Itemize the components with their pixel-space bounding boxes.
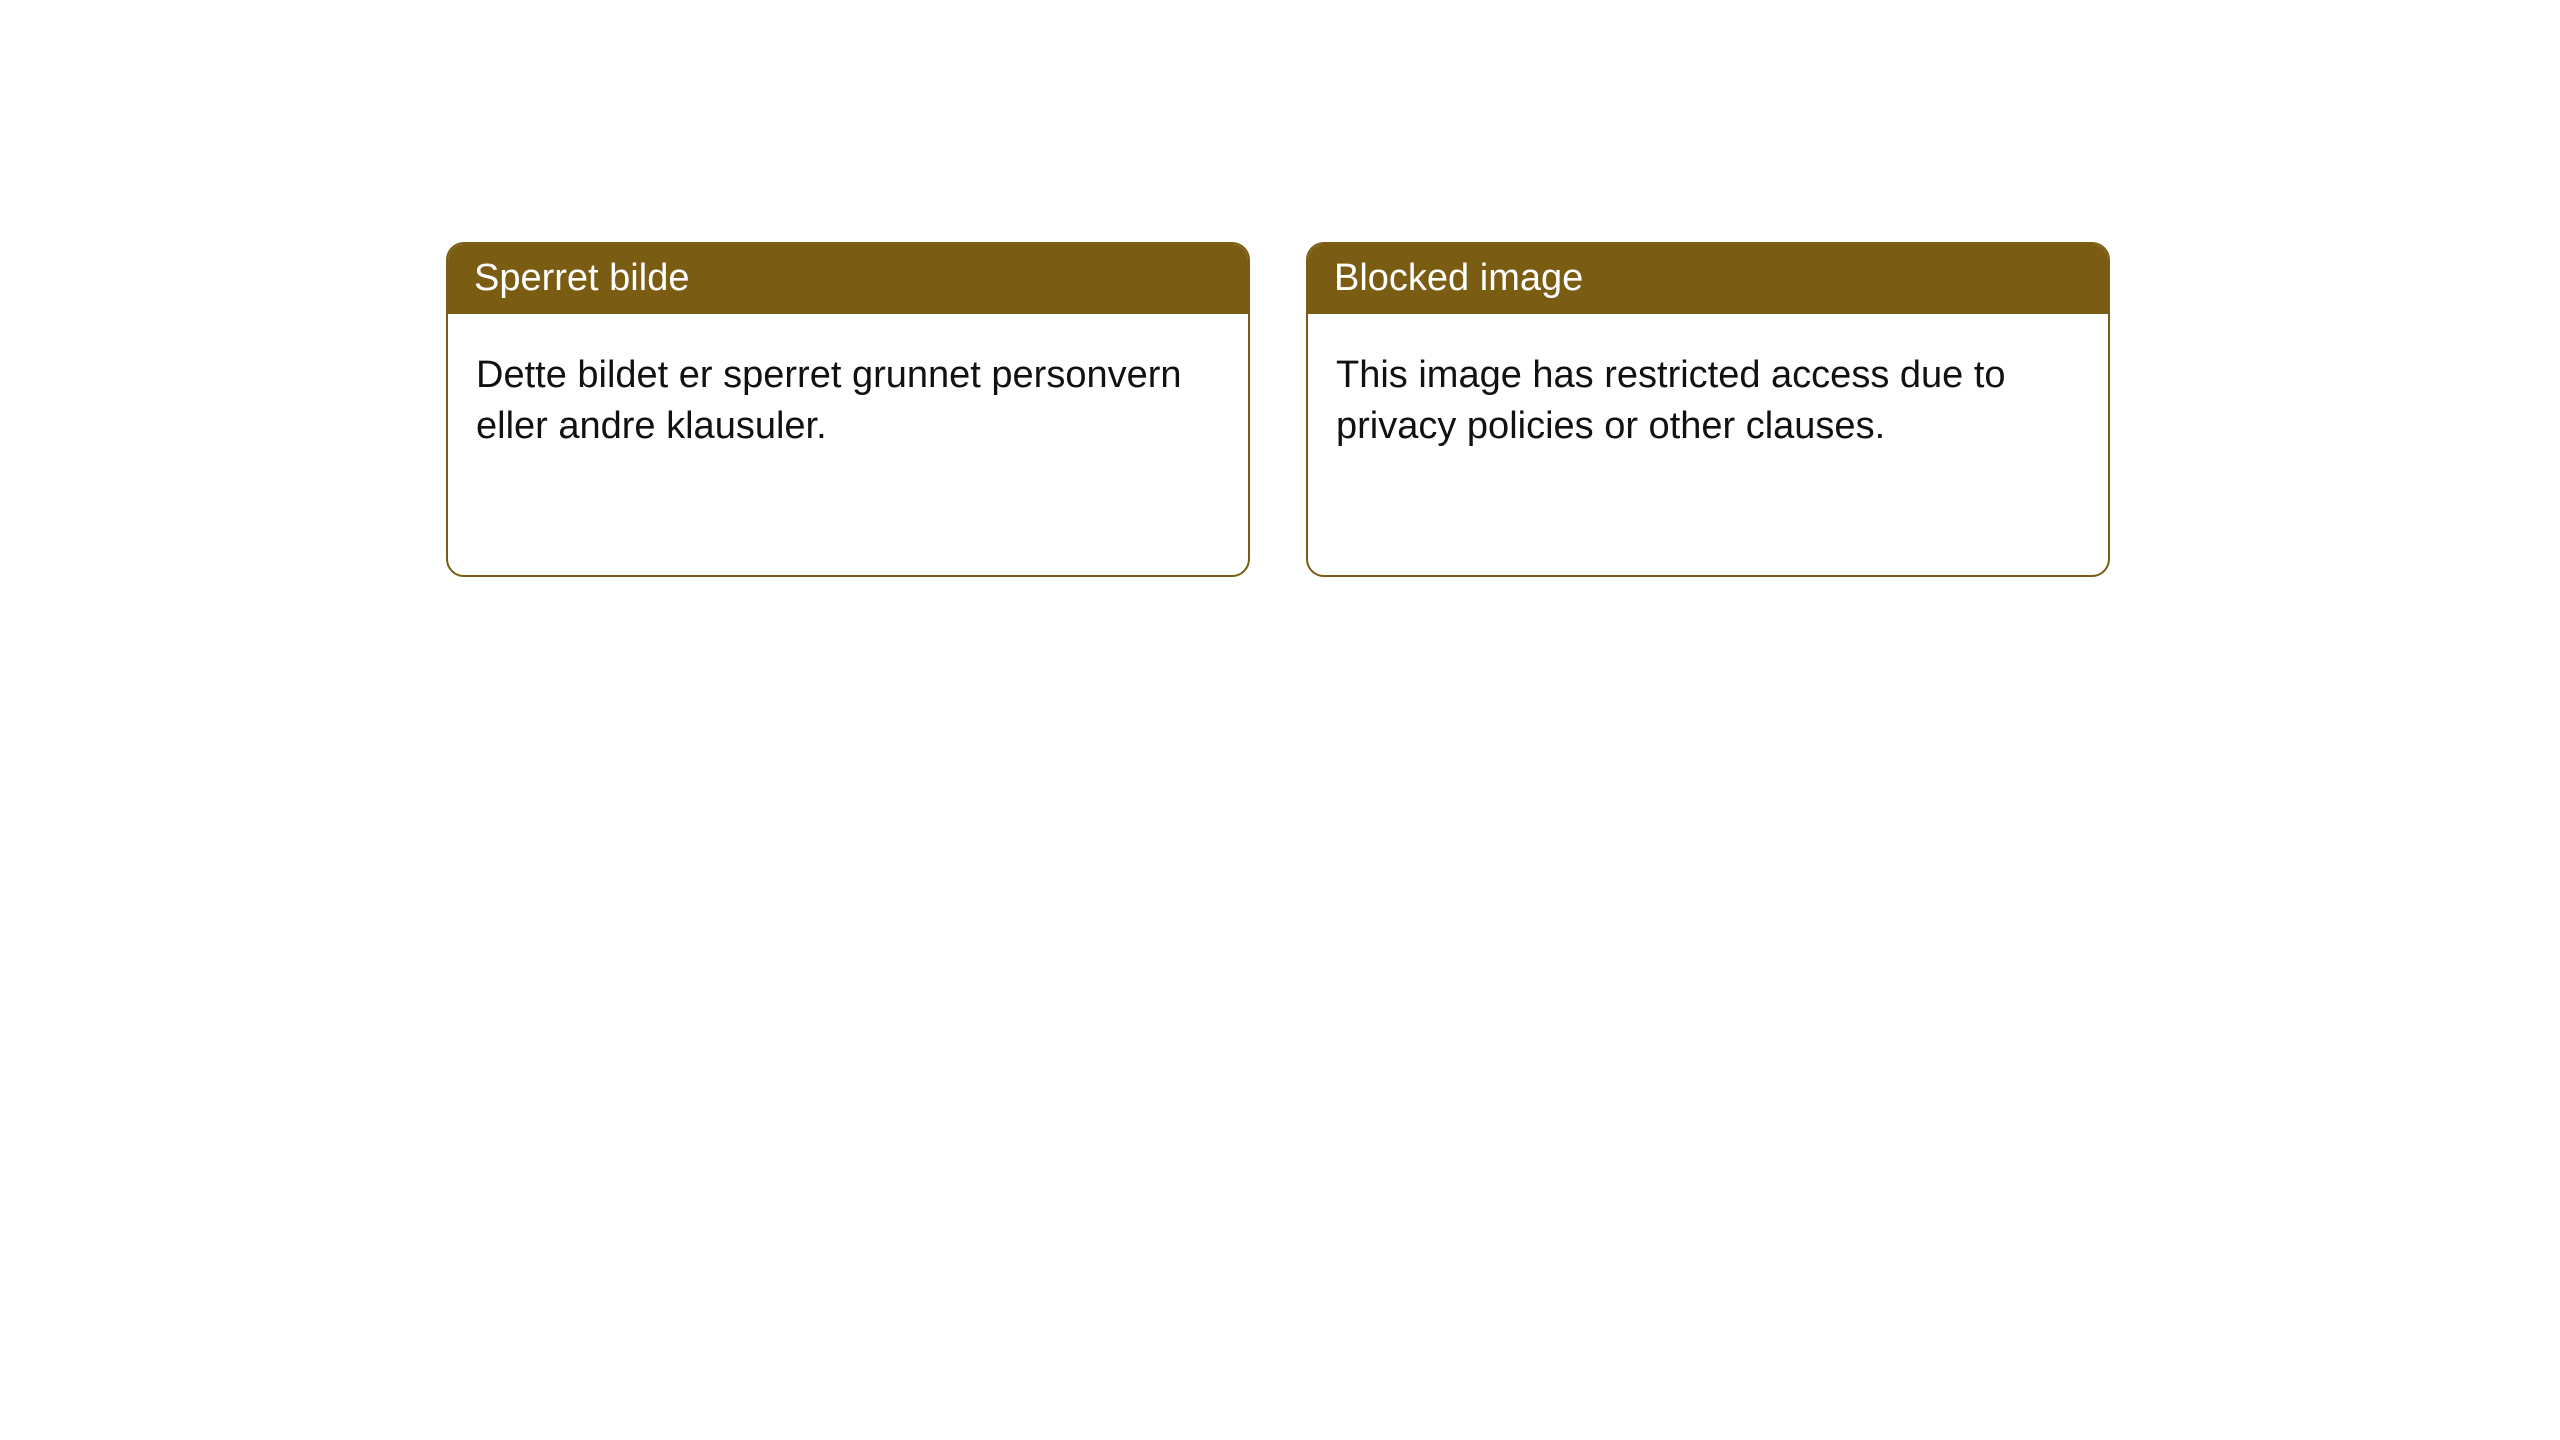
notice-card-english: Blocked image This image has restricted … (1306, 242, 2110, 577)
notice-card-body: Dette bildet er sperret grunnet personve… (448, 314, 1248, 489)
notice-cards-container: Sperret bilde Dette bildet er sperret gr… (446, 242, 2110, 577)
notice-card-title: Blocked image (1308, 244, 2108, 314)
notice-card-norwegian: Sperret bilde Dette bildet er sperret gr… (446, 242, 1250, 577)
notice-card-body: This image has restricted access due to … (1308, 314, 2108, 489)
notice-card-title: Sperret bilde (448, 244, 1248, 314)
